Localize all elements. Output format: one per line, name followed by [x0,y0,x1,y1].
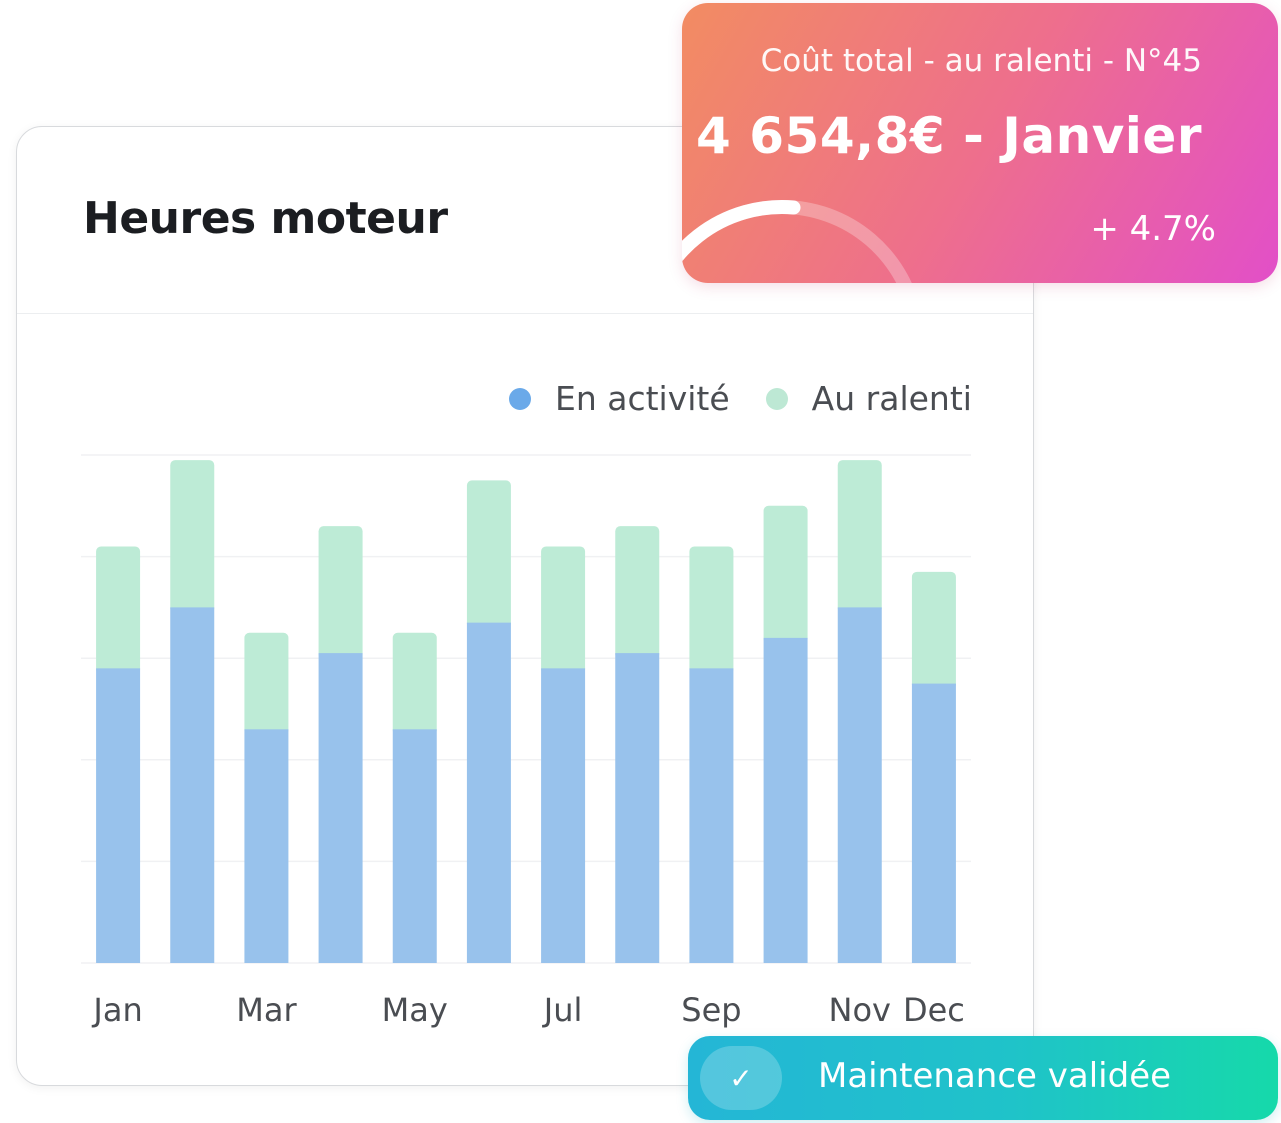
legend-dot-active [509,387,531,410]
bar-active-dec [911,683,956,963]
legend-label-idle: Au ralenti [811,379,972,418]
legend-dot-idle [765,387,788,410]
bar-idle-aug [615,526,660,660]
legend-item-idle: Au ralenti [765,379,972,418]
bar-idle-dec [911,571,956,690]
stacked-bar-chart: Jan Mar May Jul Sep Nov Dec [81,454,971,1029]
bar-active-jun [466,622,511,963]
bar-idle-oct [763,505,808,644]
x-tick-label: Dec [903,991,965,1029]
legend-item-active: En activité [509,379,730,418]
legend-label-active: En activité [555,379,730,418]
bar-idle-jul [541,546,586,675]
bar-idle-nov [837,460,882,614]
gauge-progress [682,200,801,262]
x-tick-label: May [382,991,448,1029]
bar-active-may [392,729,437,963]
bar-active-nov [837,607,882,963]
x-tick-label: Jan [91,991,142,1029]
bar-active-mar [244,729,289,963]
bar-idle-sep [689,546,734,675]
card-title: Heures moteur [83,193,448,244]
x-tick-label: Jul [542,991,583,1029]
bar-active-oct [763,637,808,963]
x-tick-label: Sep [681,991,741,1029]
bar-active-sep [689,668,734,963]
total-cost-card: Coût total - au ralenti - N°45 4 654,8€ … [682,3,1278,283]
bar-idle-mar [244,632,289,736]
bar-idle-may [392,632,437,736]
bar-active-jan [96,668,141,963]
maintenance-validated-badge[interactable]: ✓ Maintenance validée [688,1036,1278,1120]
x-tick-label: Nov [829,991,891,1029]
bar-idle-apr [318,526,363,660]
cost-change: + 4.7% [1090,209,1216,249]
bar-active-aug [615,653,660,963]
x-tick-label: Mar [236,991,297,1029]
bar-idle-jun [466,480,511,629]
bar-active-apr [318,653,363,963]
chart-legend: En activité Au ralenti [509,379,1008,418]
check-icon: ✓ [700,1046,782,1110]
engine-hours-card: Heures moteur En activité Au ralenti Jan… [16,126,1034,1086]
card-divider [17,313,1033,314]
cost-gauge [682,200,912,283]
cost-value: 4 654,8€ - Janvier [696,107,1202,165]
bar-idle-feb [170,460,215,614]
maintenance-label: Maintenance validée [818,1056,1172,1096]
bar-active-feb [170,607,215,963]
bar-active-jul [541,668,586,963]
cost-label: Coût total - au ralenti - N°45 [760,43,1202,79]
bar-idle-jan [96,546,141,675]
